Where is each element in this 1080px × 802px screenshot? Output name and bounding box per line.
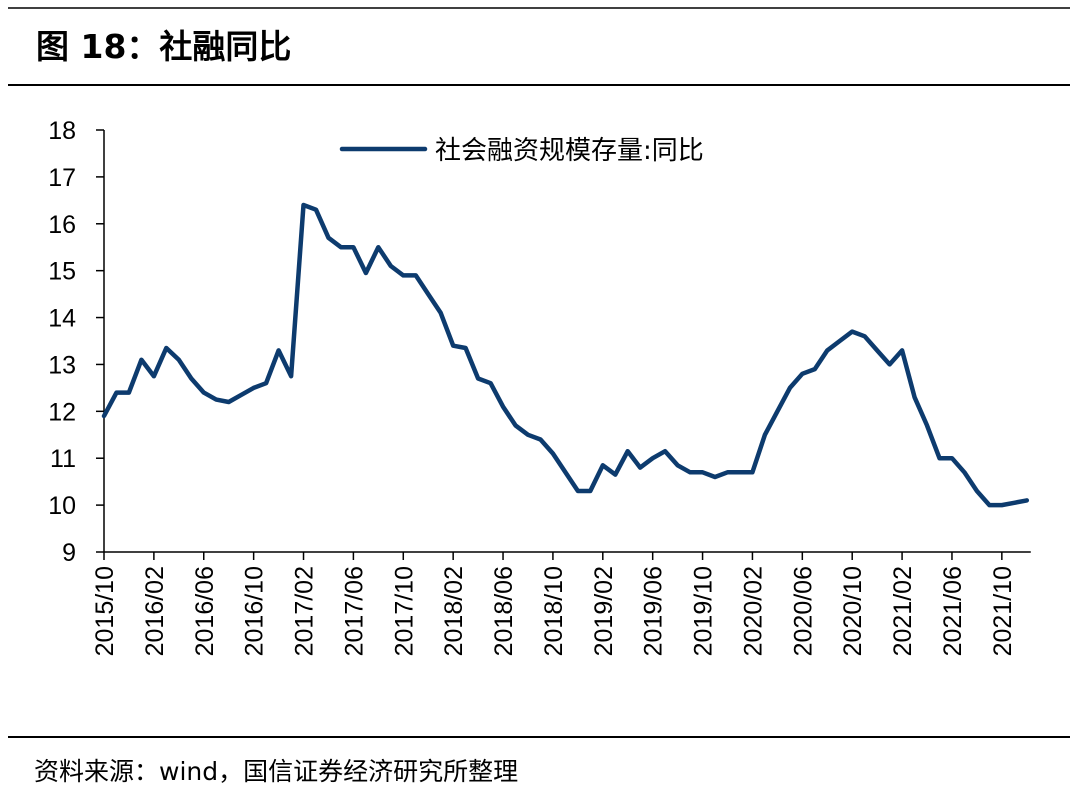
x-tick-label: 2017/02 — [291, 566, 319, 656]
x-tick-label: 2020/10 — [839, 566, 867, 656]
y-tick-label: 17 — [48, 164, 76, 192]
source-note: 资料来源：wind，国信证券经济研究所整理 — [34, 757, 518, 786]
x-tick-label: 2020/06 — [789, 566, 817, 656]
x-tick-label: 2015/10 — [91, 566, 119, 656]
x-tick-label: 2016/02 — [141, 566, 169, 656]
y-tick-label: 16 — [48, 211, 76, 239]
y-tick-label: 10 — [48, 492, 76, 520]
x-tick-label: 2019/02 — [590, 566, 618, 656]
y-tick-label: 18 — [48, 117, 76, 145]
x-tick-label: 2021/02 — [889, 566, 917, 656]
x-tick-label: 2020/02 — [739, 566, 767, 656]
x-tick-label: 2018/10 — [540, 566, 568, 656]
x-tick-label: 2016/06 — [191, 566, 219, 656]
chart-title: 图 18：社融同比 — [36, 27, 291, 66]
y-tick-label: 14 — [48, 305, 76, 333]
x-tick-label: 2019/06 — [640, 566, 668, 656]
x-tick-label: 2017/06 — [340, 566, 368, 656]
y-tick-label: 9 — [62, 539, 76, 567]
x-tick-label: 2019/10 — [690, 566, 718, 656]
x-tick-label: 2021/10 — [989, 566, 1017, 656]
x-tick-label: 2018/06 — [490, 566, 518, 656]
y-tick-label: 11 — [50, 445, 76, 473]
legend-label: 社会融资规模存量:同比 — [435, 136, 704, 166]
series-line — [101, 202, 1030, 508]
x-tick-label: 2018/02 — [440, 566, 468, 656]
y-tick-label: 13 — [48, 351, 76, 379]
y-tick-label: 12 — [48, 398, 76, 426]
x-tick-label: 2016/10 — [241, 566, 269, 656]
x-tick-label: 2017/10 — [390, 566, 418, 656]
y-tick-label: 15 — [48, 258, 76, 286]
x-tick-label: 2021/06 — [939, 566, 967, 656]
